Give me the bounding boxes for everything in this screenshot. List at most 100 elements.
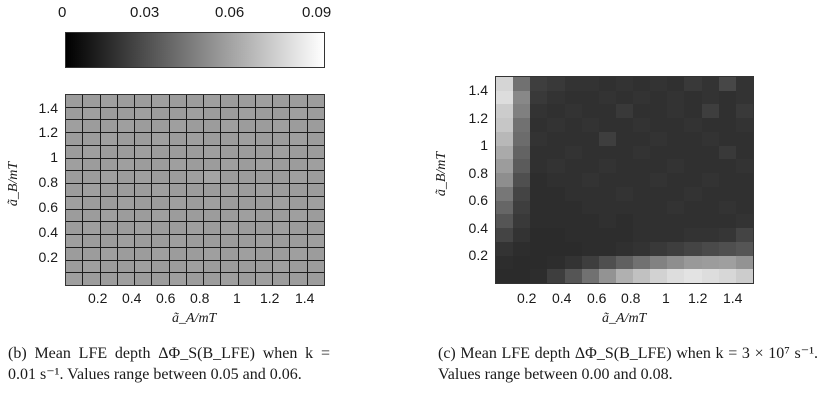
heatmap-b-cell-10-9 — [221, 222, 238, 235]
heatmap-b-cell-5-9 — [221, 158, 238, 171]
heatmap-b-cell-1-14 — [307, 107, 324, 120]
heatmap-b-cell-5-11 — [255, 158, 273, 171]
heatmap-b-cell-5-12 — [273, 158, 290, 171]
y-tick-b-4: 0.6 — [38, 199, 58, 215]
heatmap-b-cell-10-14 — [307, 222, 324, 235]
x-axis-label-c: ã_A/mT — [602, 311, 647, 326]
heatmap-b-cell-4-8 — [204, 145, 221, 158]
heatmap-c-cell-5-8 — [633, 145, 651, 160]
heatmap-c-cell-3-8 — [633, 118, 651, 132]
heatmap-c-cell-7-6 — [598, 173, 616, 187]
heatmap-b-cell-8-2 — [100, 196, 117, 209]
heatmap-c-cell-14-5 — [581, 269, 599, 283]
heatmap-c-cell-9-2 — [530, 200, 548, 215]
heatmap-c-cell-6-13 — [718, 159, 736, 174]
heatmap-c-cell-4-4 — [564, 131, 582, 146]
heatmap-c-cell-6-3 — [547, 159, 565, 174]
heatmap-b-cell-7-2 — [100, 184, 117, 196]
heatmap-b-cell-2-10 — [238, 120, 255, 133]
heatmap-c-cell-9-12 — [701, 200, 719, 215]
heatmap-b-cell-3-5 — [152, 133, 169, 145]
heatmap-c-cell-0-12 — [701, 77, 719, 91]
heatmap-c-cell-10-1 — [513, 214, 531, 229]
heatmap-b-cell-12-5 — [152, 247, 169, 260]
heatmap-b-cell-5-1 — [83, 158, 100, 171]
heatmap-c-cell-1-1 — [513, 90, 531, 105]
heatmap-b-cell-0-7 — [186, 95, 204, 107]
y-tick-c-5: 0.4 — [468, 220, 488, 236]
heatmap-b-cell-13-9 — [221, 260, 238, 273]
heatmap-b-cell-7-6 — [169, 184, 186, 196]
heatmap-c-cell-5-12 — [701, 145, 719, 160]
heatmap-b-cell-14-9 — [221, 273, 238, 285]
heatmap-b-cell-11-3 — [117, 235, 135, 247]
heatmap-b-cell-12-6 — [169, 247, 186, 260]
heatmap-c-cell-0-4 — [564, 77, 582, 91]
heatmap-b-cell-13-8 — [204, 260, 221, 273]
heatmap-c-cell-4-12 — [701, 131, 719, 146]
heatmap-c-cell-7-2 — [530, 173, 548, 187]
heatmap-c-cell-9-8 — [633, 200, 651, 215]
heatmap-c-cell-11-3 — [547, 228, 565, 242]
heatmap-c-cell-11-0 — [496, 228, 514, 242]
heatmap-b-cell-7-3 — [117, 184, 135, 196]
heatmap-c-cell-12-13 — [718, 241, 736, 256]
heatmap-b-cell-11-4 — [135, 235, 152, 247]
heatmap-c-cell-1-4 — [564, 90, 582, 105]
heatmap-b-cell-5-3 — [117, 158, 135, 171]
heatmap-c-cell-14-4 — [564, 269, 582, 283]
heatmap-c-cell-2-11 — [684, 104, 702, 119]
heatmap-b-cell-3-13 — [290, 133, 307, 145]
heatmap-c-cell-13-9 — [650, 255, 668, 270]
heatmap-b-cell-6-6 — [169, 171, 186, 184]
heatmap-b — [65, 94, 325, 286]
y-tick-b-0: 1.4 — [38, 100, 58, 116]
heatmap-c-cell-3-12 — [701, 118, 719, 132]
heatmap-b-cell-11-5 — [152, 235, 169, 247]
heatmap-c-cell-4-0 — [496, 131, 514, 146]
heatmap-c-cell-0-3 — [547, 77, 565, 91]
heatmap-b-cell-12-8 — [204, 247, 221, 260]
heatmap-b-cell-12-1 — [83, 247, 100, 260]
heatmap-c-cell-2-6 — [598, 104, 616, 119]
heatmap-b-cell-14-12 — [273, 273, 290, 285]
heatmap-b-cell-7-8 — [204, 184, 221, 196]
heatmap-b-cell-9-9 — [221, 209, 238, 222]
heatmap-b-cell-10-1 — [83, 222, 100, 235]
heatmap-c-cell-5-3 — [547, 145, 565, 160]
heatmap-c-cell-8-12 — [701, 186, 719, 201]
heatmap-b-cell-4-2 — [100, 145, 117, 158]
heatmap-c-cell-10-3 — [547, 214, 565, 229]
heatmap-c-cell-6-12 — [701, 159, 719, 174]
heatmap-c-cell-7-14 — [735, 173, 753, 187]
heatmap-c-cell-11-10 — [667, 228, 685, 242]
heatmap-b-cell-13-6 — [169, 260, 186, 273]
heatmap-b-cell-13-12 — [273, 260, 290, 273]
heatmap-b-cell-4-3 — [117, 145, 135, 158]
heatmap-c-cell-7-9 — [650, 173, 668, 187]
heatmap-c-cell-9-14 — [735, 200, 753, 215]
heatmap-c-cell-3-7 — [615, 118, 634, 132]
heatmap-b-cell-11-11 — [255, 235, 273, 247]
heatmap-c-cell-8-11 — [684, 186, 702, 201]
heatmap-b-cell-5-14 — [307, 158, 324, 171]
heatmap-c-cell-4-1 — [513, 131, 531, 146]
heatmap-c-cell-0-10 — [667, 77, 685, 91]
heatmap-b-cell-12-7 — [186, 247, 204, 260]
heatmap-c-cell-8-0 — [496, 186, 514, 201]
heatmap-c-cell-3-6 — [598, 118, 616, 132]
heatmap-b-cell-1-5 — [152, 107, 169, 120]
heatmap-b-cell-7-13 — [290, 184, 307, 196]
heatmap-b-cell-9-11 — [255, 209, 273, 222]
y-tick-c-0: 1.4 — [468, 82, 488, 98]
heatmap-c-cell-1-12 — [701, 90, 719, 105]
heatmap-c-cell-8-8 — [633, 186, 651, 201]
heatmap-c-cell-5-7 — [615, 145, 634, 160]
caption-b: (b) Mean LFE depth ΔΦ_S(B_LFE) when k = … — [8, 345, 330, 383]
heatmap-b-cell-8-5 — [152, 196, 169, 209]
heatmap-c-cell-11-9 — [650, 228, 668, 242]
heatmap-c-cell-6-9 — [650, 159, 668, 174]
heatmap-c-cell-11-5 — [581, 228, 599, 242]
heatmap-c-cell-4-8 — [633, 131, 651, 146]
heatmap-b-cell-2-4 — [135, 120, 152, 133]
